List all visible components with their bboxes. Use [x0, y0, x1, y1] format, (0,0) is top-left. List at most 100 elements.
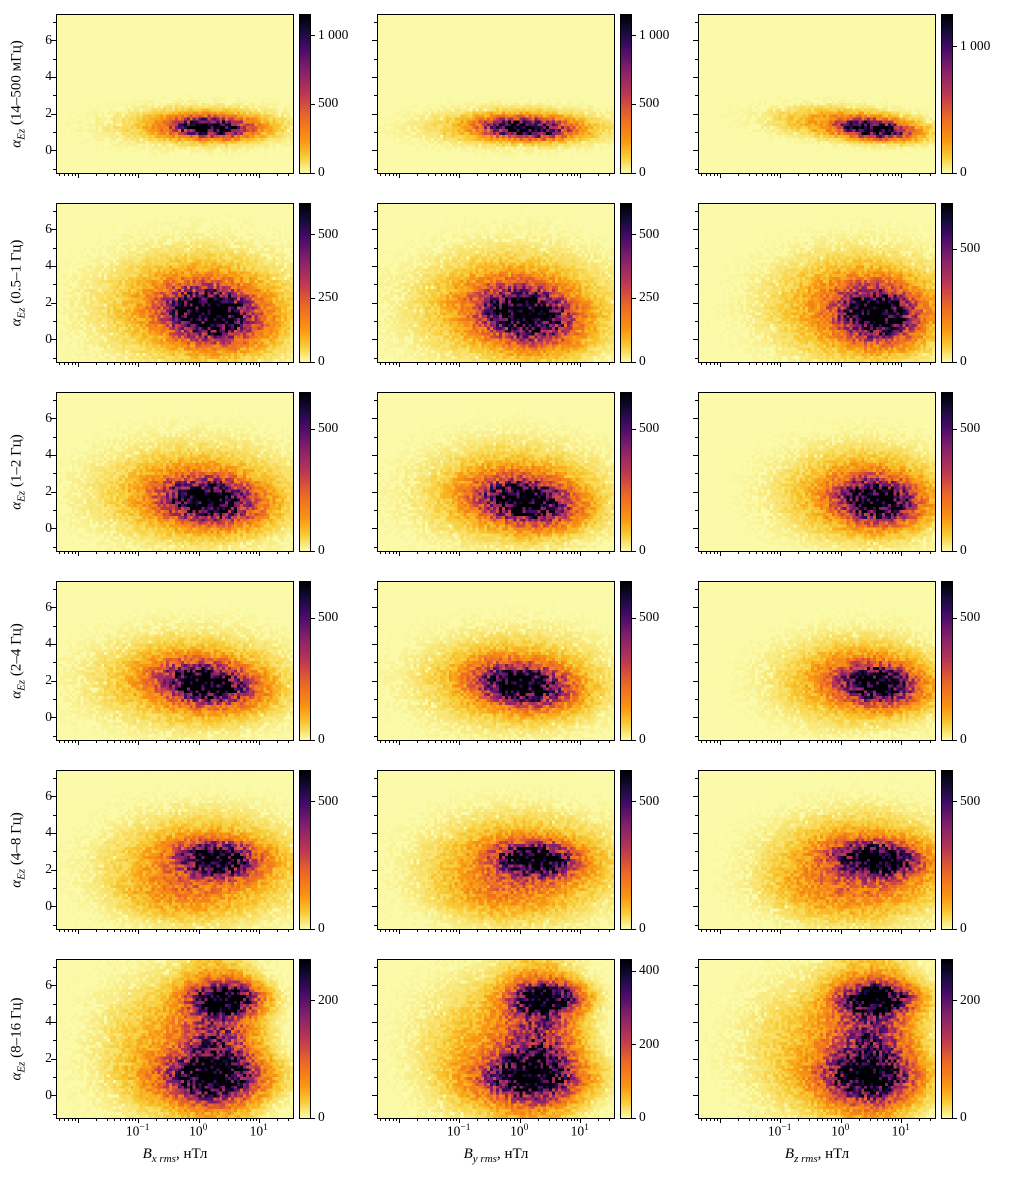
colorbar-gradient — [942, 582, 952, 740]
y-major-tick — [51, 76, 56, 78]
y-minor-tick — [53, 777, 56, 779]
x-minor-tick — [869, 740, 871, 743]
x-minor-tick — [453, 362, 455, 365]
x-minor-tick — [192, 362, 194, 365]
x-minor-tick — [427, 929, 429, 932]
x-minor-tick — [59, 173, 61, 176]
x-minor-tick — [766, 551, 768, 554]
x-minor-tick — [74, 929, 76, 932]
y-minor-tick — [374, 924, 377, 926]
x-minor-tick — [445, 740, 447, 743]
histogram-panel-cell: 0 2 4 6 500 0 — [30, 770, 355, 935]
x-minor-tick — [488, 929, 490, 932]
x-minor-tick — [777, 362, 779, 365]
x-minor-tick — [128, 551, 130, 554]
x-minor-tick — [189, 1118, 191, 1121]
x-minor-tick — [516, 929, 518, 932]
colorbar — [941, 959, 953, 1119]
y-tick-label: 2 — [45, 294, 52, 310]
y-major-tick — [51, 40, 56, 42]
colorbar-tick — [311, 1117, 315, 1119]
colorbar-tick-label: 0 — [639, 542, 646, 557]
x-minor-tick — [816, 929, 818, 932]
histogram-panel-cell: 1 000 500 0 — [365, 14, 676, 179]
x-minor-tick — [556, 173, 558, 176]
y-tick-label: 4 — [45, 1013, 52, 1029]
histogram-panel-cell: 500 0 — [365, 392, 676, 557]
x-minor-tick — [167, 362, 169, 365]
colorbar — [299, 14, 311, 174]
y-tick-label: 0 — [45, 897, 52, 913]
x-minor-tick — [192, 173, 194, 176]
x-minor-tick — [453, 173, 455, 176]
x-minor-tick — [858, 1118, 860, 1121]
x-minor-tick — [574, 740, 576, 743]
heatmap-axes — [372, 959, 615, 1123]
x-minor-tick — [95, 362, 97, 365]
x-minor-tick — [216, 1118, 218, 1121]
x-minor-tick — [774, 1118, 776, 1121]
x-minor-tick — [185, 362, 187, 365]
y-minor-tick — [695, 1077, 698, 1079]
x-minor-tick — [128, 362, 130, 365]
x-major-tick — [459, 740, 461, 745]
x-minor-tick — [495, 929, 497, 932]
histogram-panel-cell: 500 250 0 — [365, 203, 676, 368]
colorbar-tick — [632, 361, 636, 363]
x-minor-tick — [761, 173, 763, 176]
y-minor-tick — [695, 510, 698, 512]
x-minor-tick — [513, 1118, 515, 1121]
y-major-tick — [372, 339, 377, 341]
x-major-tick — [580, 173, 582, 178]
x-minor-tick — [766, 362, 768, 365]
histogram-panel-cell: By rms, нТл 400 200 0 10−1 100 101 — [365, 959, 676, 1165]
x-minor-tick — [167, 173, 169, 176]
x-minor-tick — [501, 929, 503, 932]
x-minor-tick — [598, 740, 600, 743]
y-major-tick — [693, 717, 698, 719]
x-minor-tick — [748, 929, 750, 932]
heatmap-canvas — [57, 393, 293, 551]
heatmap-canvas — [378, 15, 614, 173]
colorbar-gradient — [300, 582, 310, 740]
y-major-tick — [51, 1095, 56, 1097]
y-minor-tick — [53, 247, 56, 249]
colorbar-tick — [632, 970, 636, 972]
x-minor-tick — [195, 551, 197, 554]
x-minor-tick — [716, 929, 718, 932]
x-minor-tick — [816, 173, 818, 176]
colorbar-tick — [632, 297, 636, 299]
x-tick-label: 10−1 — [760, 1123, 800, 1140]
y-minor-tick — [53, 851, 56, 853]
x-minor-tick — [64, 740, 66, 743]
x-minor-tick — [898, 740, 900, 743]
x-major-tick — [77, 1118, 79, 1123]
x-minor-tick — [822, 173, 824, 176]
x-minor-tick — [761, 929, 763, 932]
heatmap-canvas — [699, 393, 935, 551]
y-major-tick — [693, 985, 698, 987]
x-minor-tick — [124, 173, 126, 176]
y-minor-tick — [695, 851, 698, 853]
x-axis-title: Bz rms, нТл — [784, 1146, 850, 1165]
x-minor-tick — [189, 929, 191, 932]
y-minor-tick — [374, 625, 377, 627]
y-minor-tick — [53, 321, 56, 323]
y-minor-tick — [53, 888, 56, 890]
x-minor-tick — [180, 173, 182, 176]
x-minor-tick — [385, 362, 387, 365]
colorbar-tick — [311, 428, 315, 430]
colorbar-tick — [632, 172, 636, 174]
x-minor-tick — [919, 173, 921, 176]
colorbar-gradient — [942, 204, 952, 362]
colorbar-tick — [632, 928, 636, 930]
x-minor-tick — [167, 1118, 169, 1121]
x-minor-tick — [774, 551, 776, 554]
x-minor-tick — [748, 551, 750, 554]
colorbar — [299, 581, 311, 741]
x-minor-tick — [766, 740, 768, 743]
histogram-panel-cell: Bx rms, нТл 0 2 4 6 200 0 10−1 100 101 — [30, 959, 355, 1165]
x-minor-tick — [477, 740, 479, 743]
x-minor-tick — [416, 173, 418, 176]
x-minor-tick — [577, 929, 579, 932]
